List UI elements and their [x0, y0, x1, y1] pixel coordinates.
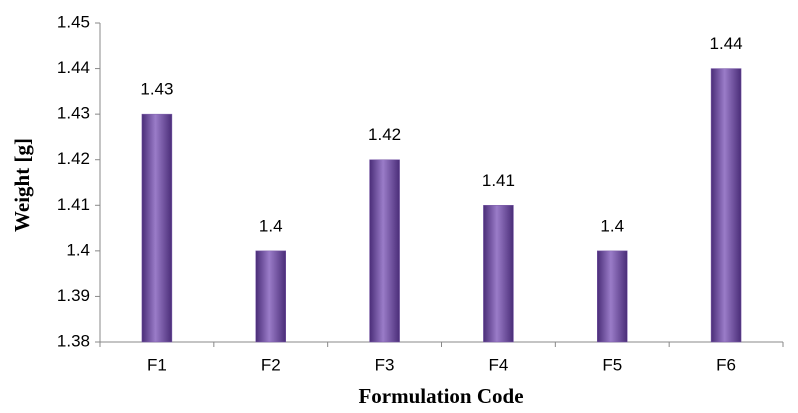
bar: [710, 68, 742, 343]
bar: [255, 250, 286, 343]
data-label: 1.43: [140, 80, 173, 99]
x-tick-label: F6: [716, 355, 736, 374]
x-axis-title: Formulation Code: [358, 384, 523, 408]
bar: [369, 159, 400, 343]
x-tick-label: F4: [488, 355, 508, 374]
y-tick-label: 1.4: [66, 240, 90, 259]
data-label: 1.4: [259, 216, 283, 235]
y-tick-label: 1.41: [57, 195, 90, 214]
bar: [141, 113, 173, 343]
x-tick-label: F3: [375, 355, 395, 374]
x-tick-label: F2: [261, 355, 281, 374]
bar: [597, 250, 628, 343]
x-tick-label: F5: [602, 355, 622, 374]
data-label: 1.4: [600, 216, 624, 235]
bar: [483, 205, 514, 343]
y-tick-label: 1.38: [57, 331, 90, 350]
y-axis-title: Weight [g]: [10, 138, 34, 232]
data-label: 1.41: [482, 171, 515, 190]
x-tick-label: F1: [147, 355, 167, 374]
y-tick-label: 1.39: [57, 286, 90, 305]
data-label: 1.42: [368, 125, 401, 144]
y-tick-label: 1.42: [57, 149, 90, 168]
y-tick-label: 1.43: [57, 104, 90, 123]
data-label: 1.44: [710, 34, 743, 53]
y-tick-label: 1.44: [57, 58, 90, 77]
y-tick-label: 1.45: [57, 12, 90, 31]
